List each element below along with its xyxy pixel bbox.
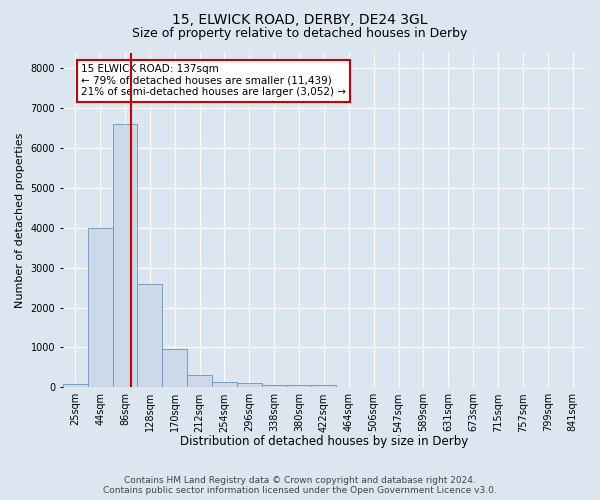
- Bar: [162, 350, 187, 388]
- Bar: [187, 374, 212, 388]
- Bar: [137, 284, 162, 388]
- Bar: [212, 382, 237, 388]
- Bar: [311, 385, 337, 388]
- Text: 15, ELWICK ROAD, DERBY, DE24 3GL: 15, ELWICK ROAD, DERBY, DE24 3GL: [172, 12, 428, 26]
- Bar: [113, 124, 137, 388]
- Text: Size of property relative to detached houses in Derby: Size of property relative to detached ho…: [133, 28, 467, 40]
- Y-axis label: Number of detached properties: Number of detached properties: [15, 132, 25, 308]
- Text: Contains HM Land Registry data © Crown copyright and database right 2024.
Contai: Contains HM Land Registry data © Crown c…: [103, 476, 497, 495]
- Bar: [262, 384, 287, 388]
- Bar: [63, 384, 88, 388]
- X-axis label: Distribution of detached houses by size in Derby: Distribution of detached houses by size …: [180, 434, 468, 448]
- Bar: [237, 384, 262, 388]
- Text: 15 ELWICK ROAD: 137sqm
← 79% of detached houses are smaller (11,439)
21% of semi: 15 ELWICK ROAD: 137sqm ← 79% of detached…: [81, 64, 346, 98]
- Bar: [88, 228, 113, 388]
- Bar: [287, 385, 311, 388]
